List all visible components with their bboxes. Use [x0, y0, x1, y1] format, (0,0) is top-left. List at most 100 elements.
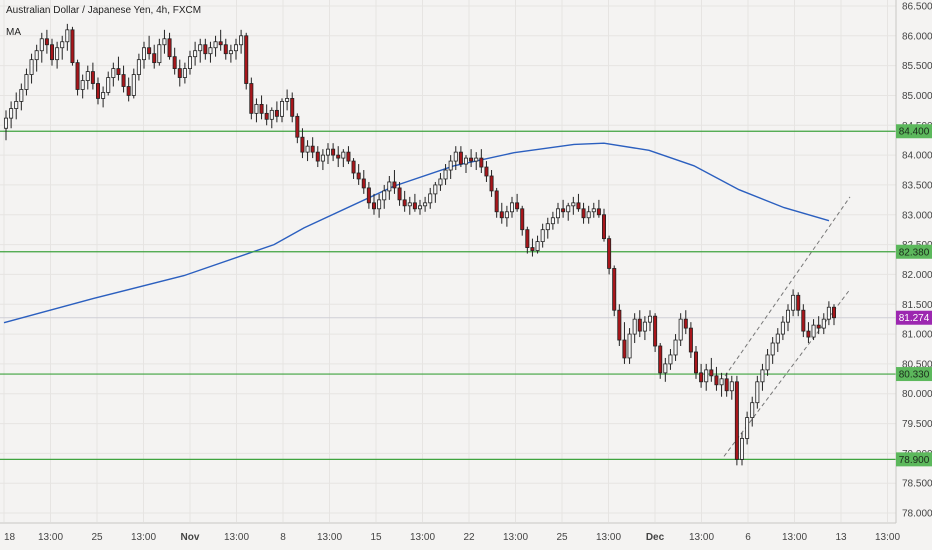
y-tick-label: 82.000 — [902, 270, 932, 281]
x-tick-label: 25 — [91, 532, 103, 543]
candle-body — [694, 351, 699, 374]
candle-body — [55, 47, 60, 61]
candle-body — [320, 154, 325, 162]
time-axis[interactable]: 18 13:00 25 13:00 Nov 13:00 8 13:00 15 13:00 22 13:… — [4, 532, 900, 543]
candle — [269, 107, 274, 129]
candle-body — [157, 44, 162, 64]
candle — [50, 38, 55, 66]
y-tick-label: 81.500 — [902, 300, 932, 311]
current-price-tag — [896, 310, 932, 325]
candle-body — [336, 154, 341, 159]
candle-body — [223, 44, 228, 55]
candle — [233, 38, 238, 60]
candle — [596, 199, 601, 218]
candle-body — [167, 38, 172, 58]
candle — [141, 41, 146, 69]
candle — [775, 328, 780, 352]
candle — [770, 337, 775, 364]
candle — [832, 304, 837, 326]
candle — [724, 372, 729, 397]
channel-line — [720, 196, 851, 383]
candle — [821, 313, 826, 335]
candle — [259, 95, 264, 120]
candle-body — [653, 315, 658, 347]
y-tick-label: 86.500 — [902, 1, 932, 12]
x-tick-label: Nov — [181, 532, 200, 543]
candle-body — [832, 306, 837, 319]
candle — [740, 432, 745, 466]
candle-body — [637, 318, 642, 332]
candle-body — [9, 108, 14, 119]
candle — [310, 137, 315, 159]
candle-body — [423, 202, 428, 207]
candle-body — [44, 38, 49, 46]
candle — [147, 35, 152, 60]
trend-channel — [720, 196, 851, 457]
candles — [4, 23, 837, 466]
candle-body — [346, 151, 351, 162]
candle — [213, 35, 218, 57]
candle — [668, 348, 673, 370]
candle-body — [85, 71, 90, 81]
candle — [515, 193, 520, 212]
candle-body — [571, 202, 576, 207]
candle — [29, 53, 34, 84]
candle-body — [515, 202, 520, 210]
candle-body — [361, 178, 366, 189]
candle-body — [147, 47, 152, 55]
candle — [162, 29, 167, 54]
candle-body — [586, 211, 591, 219]
candle — [581, 202, 586, 224]
chart-title: Australian Dollar / Japanese Yen, 4h, FX… — [6, 5, 201, 16]
candle — [285, 89, 290, 111]
candle-body — [269, 109, 274, 120]
candle-body — [377, 199, 382, 210]
candle-body — [535, 241, 540, 251]
indicator-label: MA — [6, 27, 21, 38]
y-tick-label: 85.000 — [902, 91, 932, 102]
candle — [187, 50, 192, 75]
candle — [443, 164, 448, 185]
candle-body — [19, 89, 24, 102]
candle-body — [520, 208, 525, 231]
candle-body — [576, 202, 581, 210]
candle — [816, 316, 821, 335]
candle — [177, 59, 182, 87]
candle-body — [750, 402, 755, 418]
candle-body — [796, 294, 801, 311]
candle — [504, 205, 509, 227]
candle-body — [198, 44, 203, 52]
candle — [423, 196, 428, 212]
candle — [377, 193, 382, 218]
candle-body — [668, 354, 673, 365]
candle-body — [734, 381, 739, 460]
level-price-tag — [896, 244, 932, 259]
candle-body — [14, 101, 19, 109]
candle-body — [397, 187, 402, 201]
x-tick-label: Dec — [646, 532, 665, 543]
candle — [545, 217, 550, 239]
candle-body — [509, 202, 514, 213]
candle — [14, 92, 19, 120]
candle — [489, 170, 494, 197]
x-tick-label: 13:00 — [410, 532, 435, 543]
candle — [239, 29, 244, 54]
candle-body — [484, 166, 489, 177]
candle — [121, 65, 126, 93]
candle — [279, 98, 284, 123]
candle-body — [249, 83, 254, 114]
candle-body — [239, 35, 244, 46]
candle — [602, 208, 607, 242]
candle — [556, 202, 561, 224]
candle-body — [152, 53, 157, 64]
candle-body — [786, 309, 791, 323]
candle — [653, 313, 658, 352]
level-price-tag — [896, 367, 932, 382]
candle — [305, 140, 310, 162]
candle — [167, 32, 172, 60]
candle-body — [826, 306, 831, 320]
candle-body — [499, 211, 504, 219]
candle — [402, 190, 407, 212]
candle-body — [34, 50, 39, 61]
